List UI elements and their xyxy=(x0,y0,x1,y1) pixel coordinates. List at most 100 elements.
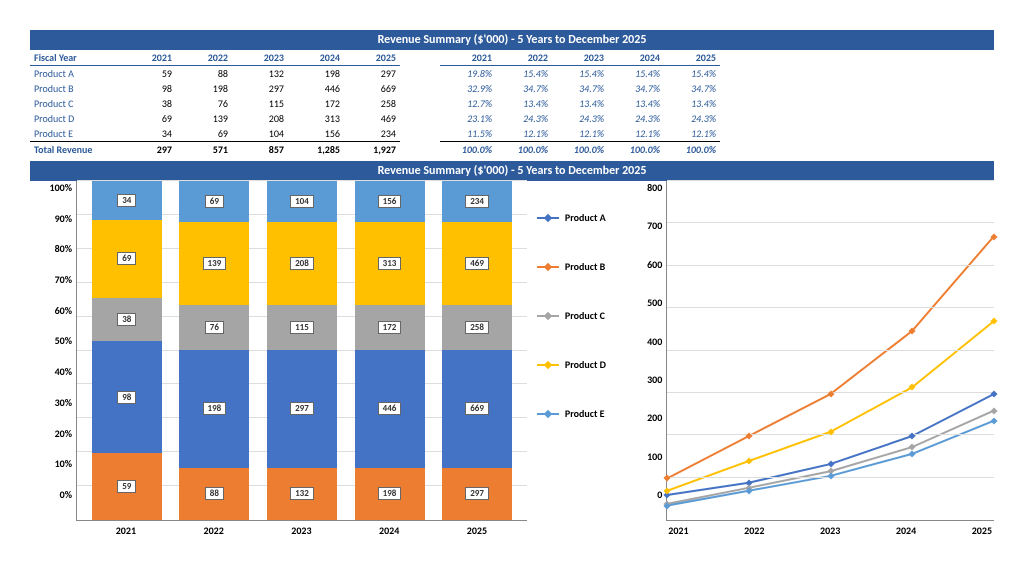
line-x-axis: 20212022202320242025 xyxy=(666,524,994,537)
table-row: Product C3876115172258 xyxy=(30,96,400,111)
bar-plot-area: 5998386934881987613969132297115208104198… xyxy=(76,181,527,521)
total-cell: 857 xyxy=(232,142,288,158)
fiscal-year-header: Fiscal Year xyxy=(30,50,120,66)
bar-segment-label: 98 xyxy=(117,391,136,404)
bar-segment: 469 xyxy=(442,222,512,305)
total-cell: 297 xyxy=(120,142,176,158)
bar-segment: 98 xyxy=(92,341,162,452)
chart-legend: Product AProduct BProduct CProduct DProd… xyxy=(527,181,636,521)
y-tick-label: 70% xyxy=(55,273,72,286)
year-header: 2025 xyxy=(344,50,400,66)
year-header: 2023 xyxy=(232,50,288,66)
bar-segment-label: 156 xyxy=(378,195,402,208)
bar-segment-label: 469 xyxy=(465,257,489,270)
legend-swatch xyxy=(537,217,559,219)
bar-segment: 69 xyxy=(179,181,249,222)
pct-cell: 13.4% xyxy=(664,96,720,111)
line-marker xyxy=(990,233,997,240)
value-cell: 198 xyxy=(288,66,344,82)
value-cell: 208 xyxy=(232,111,288,126)
bar-segment: 258 xyxy=(442,305,512,350)
x-tick-label: 2022 xyxy=(744,524,764,537)
year-header: 2024 xyxy=(288,50,344,66)
value-cell: 132 xyxy=(232,66,288,82)
table-row: Product B98198297446669 xyxy=(30,81,400,96)
x-tick-label: 2025 xyxy=(442,524,512,537)
bar-segment-label: 297 xyxy=(290,402,314,415)
bar-segment: 208 xyxy=(267,222,337,304)
legend-item: Product E xyxy=(537,407,630,420)
bar-segment-label: 69 xyxy=(205,195,224,208)
bar-column: 881987613969 xyxy=(179,181,249,520)
y-tick-label: 600 xyxy=(647,258,662,271)
revenue-table: Fiscal Year 2021 2022 2023 2024 2025 Pro… xyxy=(30,50,400,157)
y-tick-label: 0% xyxy=(60,488,72,501)
pct-cell: 13.4% xyxy=(608,96,664,111)
y-tick-label: 100% xyxy=(50,181,73,194)
pct-cell: 11.5% xyxy=(440,126,496,142)
value-cell: 258 xyxy=(344,96,400,111)
x-tick-label: 2021 xyxy=(91,524,161,537)
line-series xyxy=(667,411,994,504)
y-tick-label: 800 xyxy=(647,181,662,194)
pct-cell: 12.1% xyxy=(608,126,664,142)
x-tick-label: 2023 xyxy=(266,524,336,537)
x-tick-label: 2024 xyxy=(896,524,916,537)
total-pct-cell: 100.0% xyxy=(608,142,664,158)
pct-cell: 24.3% xyxy=(664,111,720,126)
y-tick-label: 50% xyxy=(55,334,72,347)
total-pct-cell: 100.0% xyxy=(664,142,720,158)
total-row: 100.0%100.0%100.0%100.0%100.0% xyxy=(440,142,720,158)
legend-item: Product D xyxy=(537,358,630,371)
pct-cell: 15.4% xyxy=(496,66,552,82)
y-tick-label: 0 xyxy=(657,488,662,501)
pct-cell: 12.1% xyxy=(552,126,608,142)
table-header-row: Fiscal Year 2021 2022 2023 2024 2025 xyxy=(30,50,400,66)
pct-cell: 19.8% xyxy=(440,66,496,82)
pct-cell: 12.7% xyxy=(440,96,496,111)
value-cell: 156 xyxy=(288,126,344,142)
value-cell: 139 xyxy=(176,111,232,126)
percent-table: 2021 2022 2023 2024 2025 19.8%15.4%15.4%… xyxy=(440,50,720,157)
value-cell: 98 xyxy=(120,81,176,96)
line-plot-area xyxy=(666,181,994,521)
bar-segment-label: 297 xyxy=(465,487,489,500)
x-tick-label: 2023 xyxy=(820,524,840,537)
total-cell: 1,285 xyxy=(288,142,344,158)
year-header: 2022 xyxy=(496,50,552,66)
pct-cell: 34.7% xyxy=(664,81,720,96)
table-row: 11.5%12.1%12.1%12.1%12.1% xyxy=(440,126,720,142)
pct-cell: 24.3% xyxy=(608,111,664,126)
year-header: 2022 xyxy=(176,50,232,66)
bar-column: 198446172313156 xyxy=(355,181,425,520)
pct-cell: 34.7% xyxy=(496,81,552,96)
y-tick-label: 60% xyxy=(55,304,72,317)
product-label: Product C xyxy=(30,96,120,111)
legend-item: Product C xyxy=(537,309,630,322)
table-row: Product A5988132198297 xyxy=(30,66,400,82)
legend-swatch xyxy=(537,266,559,268)
bar-segment: 156 xyxy=(355,181,425,222)
y-tick-label: 700 xyxy=(647,219,662,232)
legend-label: Product A xyxy=(565,211,606,224)
bar-segment: 132 xyxy=(267,468,337,520)
y-tick-label: 40% xyxy=(55,365,72,378)
bar-segment: 172 xyxy=(355,305,425,350)
value-cell: 172 xyxy=(288,96,344,111)
table-row: 32.9%34.7%34.7%34.7%34.7% xyxy=(440,81,720,96)
product-label: Product D xyxy=(30,111,120,126)
line-y-axis: 8007006005004003002001000 xyxy=(636,181,666,521)
bar-segment: 59 xyxy=(92,453,162,520)
bar-segment: 313 xyxy=(355,222,425,305)
year-header: 2024 xyxy=(608,50,664,66)
bar-column: 5998386934 xyxy=(92,181,162,520)
y-tick-label: 200 xyxy=(647,411,662,424)
bar-segment: 297 xyxy=(442,468,512,520)
bar-segment-label: 313 xyxy=(378,257,402,270)
bar-segment-label: 208 xyxy=(290,257,314,270)
value-cell: 76 xyxy=(176,96,232,111)
y-tick-label: 500 xyxy=(647,296,662,309)
value-cell: 198 xyxy=(176,81,232,96)
stacked-bar-chart: 100%90%80%70%60%50%40%30%20%10%0% 599838… xyxy=(40,181,527,521)
x-tick-label: 2021 xyxy=(668,524,688,537)
